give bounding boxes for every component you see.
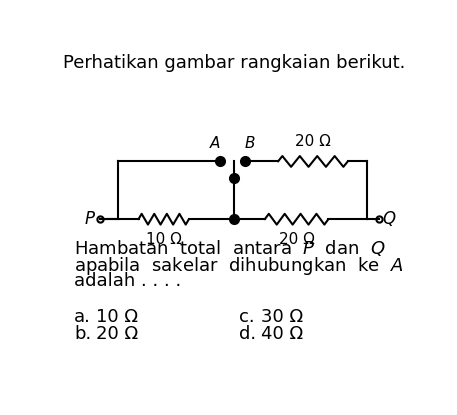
Text: P: P bbox=[85, 210, 95, 228]
Text: 40 Ω: 40 Ω bbox=[261, 325, 303, 343]
Text: apabila  sakelar  dihubungkan  ke  $A$: apabila sakelar dihubungkan ke $A$ bbox=[74, 255, 404, 277]
Text: Q: Q bbox=[382, 210, 395, 228]
Text: 30 Ω: 30 Ω bbox=[261, 308, 303, 326]
Text: A: A bbox=[210, 136, 220, 151]
Text: b.: b. bbox=[74, 325, 91, 343]
Text: 10 Ω: 10 Ω bbox=[146, 232, 181, 247]
Text: Hambatan  total  antara  $P$  dan  $Q$: Hambatan total antara $P$ dan $Q$ bbox=[74, 239, 386, 259]
Text: a.: a. bbox=[74, 308, 91, 326]
Text: 20 Ω: 20 Ω bbox=[295, 134, 331, 149]
Text: c.: c. bbox=[239, 308, 255, 326]
Text: d.: d. bbox=[239, 325, 256, 343]
Text: 10 Ω: 10 Ω bbox=[96, 308, 138, 326]
Text: adalah . . . .: adalah . . . . bbox=[74, 272, 181, 290]
Text: 20 Ω: 20 Ω bbox=[279, 232, 314, 247]
Text: B: B bbox=[245, 136, 255, 151]
Text: Perhatikan gambar rangkaian berikut.: Perhatikan gambar rangkaian berikut. bbox=[63, 54, 405, 72]
Text: 20 Ω: 20 Ω bbox=[96, 325, 138, 343]
